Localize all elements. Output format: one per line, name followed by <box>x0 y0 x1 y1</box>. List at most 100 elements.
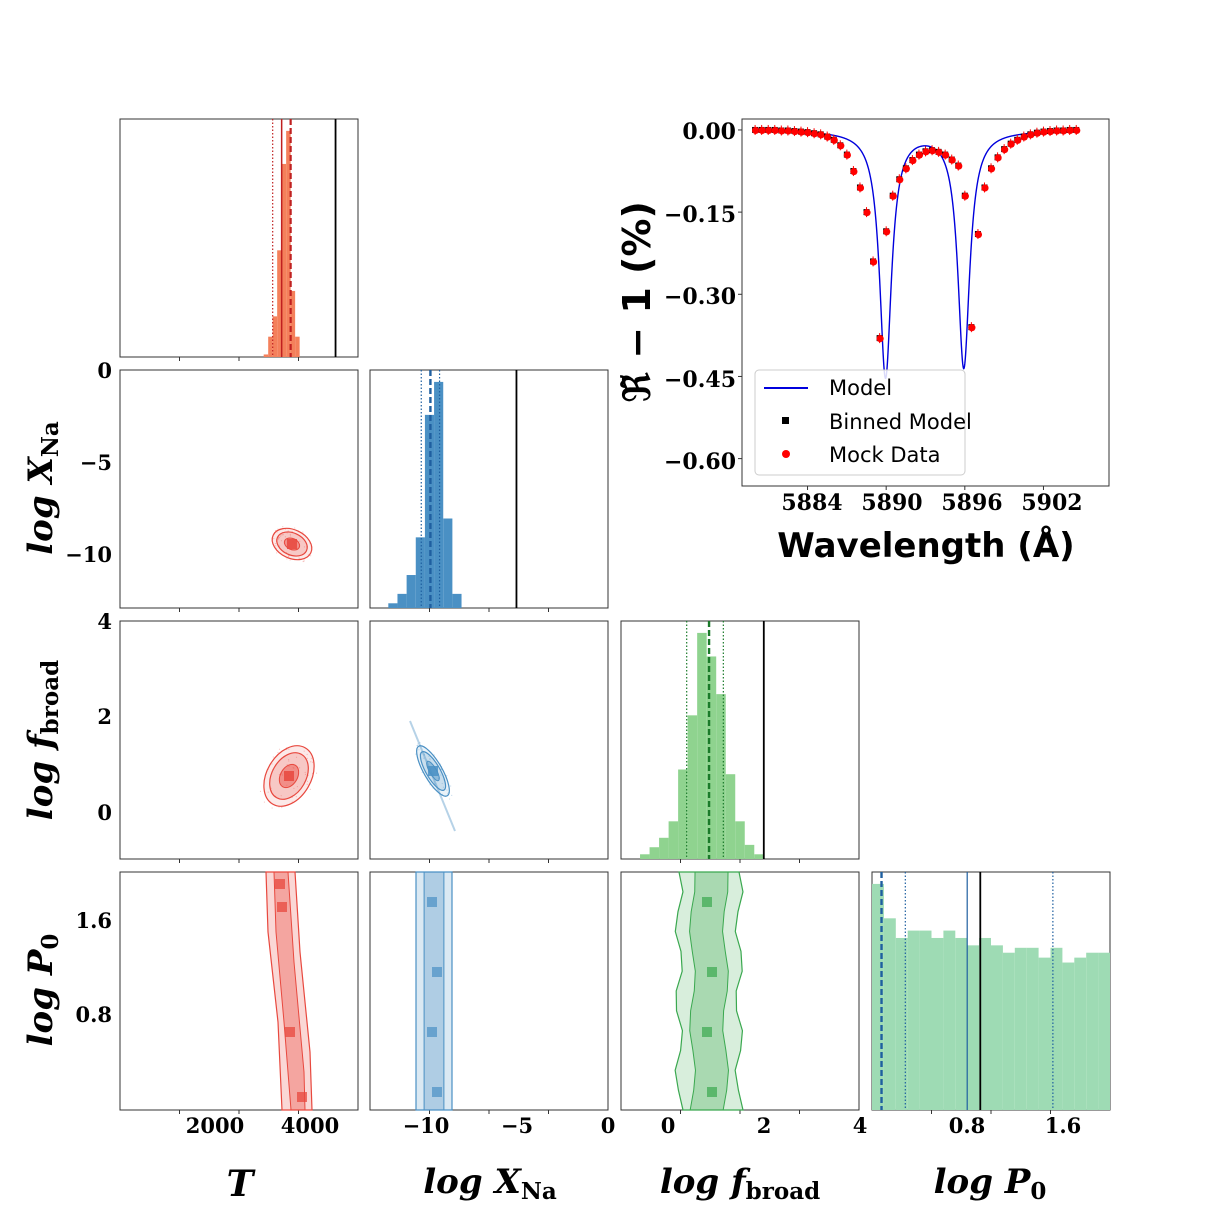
T-fb-pt <box>309 789 311 791</box>
fb-P0-peak <box>702 897 712 907</box>
spectrum-data-point <box>975 231 982 238</box>
y-axis-labels: log XNa log fbroad log P0 <box>21 421 64 1046</box>
spectrum-data-point <box>1027 131 1034 138</box>
ytick-P0-0.8: 0.8 <box>75 1002 112 1027</box>
XNa-P0-peak <box>432 967 442 977</box>
P0-hist-bar <box>1027 948 1039 1110</box>
T-fb-pt <box>260 791 262 793</box>
spectrum-data-point <box>1014 137 1021 144</box>
ytick-fb-0: 0 <box>97 800 112 825</box>
spectrum-data-point <box>1021 133 1028 140</box>
xlabel-logP0: log P0 <box>934 1162 1047 1205</box>
x-ticks-logXNa: −10 −5 0 <box>403 1113 616 1138</box>
x-ticks-T: 2000 4000 <box>186 1113 339 1138</box>
T-fb-pt <box>271 807 273 809</box>
P0-hist-bar <box>1074 958 1086 1110</box>
T-P0-peak <box>277 902 287 912</box>
spectrum-data-point <box>752 127 759 134</box>
spectrum-data-point <box>824 133 831 140</box>
spectrum-data-point <box>1008 141 1015 148</box>
T-XNa-pt <box>303 559 305 561</box>
T-P0-peak <box>285 1027 295 1037</box>
xlabel-logXNa-sub: Na <box>521 1178 557 1205</box>
spectrum-data-point <box>877 335 884 342</box>
XNa-P0-peak <box>432 1087 442 1097</box>
y-ticks-logP0: 1.6 0.8 <box>75 908 112 1027</box>
spectrum-data-point <box>804 129 811 136</box>
spectrum-data-point <box>837 142 844 149</box>
P0-hist-bar <box>1086 953 1098 1110</box>
tick-XNa-m10: −10 <box>403 1113 450 1138</box>
spectrum-data-point <box>850 168 857 175</box>
ylabel-logP0: log P0 <box>21 934 64 1047</box>
spectrum-data-point <box>778 127 785 134</box>
spectrum-data-point <box>1073 127 1080 134</box>
panel-T-P0 <box>120 872 358 1110</box>
P0-hist-bar <box>943 931 955 1110</box>
spectrum-data-point <box>818 131 825 138</box>
T-fb-pt <box>316 772 318 774</box>
fb-hist-bar <box>754 854 764 859</box>
panel-T-hist <box>120 119 358 357</box>
T-P0-peak <box>275 879 285 889</box>
spectrum-data-point <box>1067 127 1074 134</box>
spectrum-data-point <box>916 152 923 159</box>
T-fb-pt <box>277 752 279 754</box>
spectrum-xlabel: Wavelength (Å) <box>777 525 1074 566</box>
spectrum-data-point <box>1001 146 1008 153</box>
ylabel-XNa-main: log X <box>21 456 61 555</box>
T-XNa-pt <box>310 555 312 557</box>
spec-ytick-4: −0.60 <box>664 449 736 475</box>
x-axis-labels: T log XNa log fbroad log P0 <box>227 1162 1047 1205</box>
panel-T-fb <box>120 621 358 859</box>
XNa-hist-bar <box>397 594 406 608</box>
tick-fb-0: 0 <box>661 1113 676 1138</box>
P0-hist-bar <box>1098 953 1110 1110</box>
spectrum-data-point <box>968 324 975 331</box>
fb-hist-bar <box>640 854 650 859</box>
xlabel-P0-main: log P <box>934 1162 1032 1202</box>
XNa-fb-tail <box>410 721 455 831</box>
panel-T-XNa <box>120 370 358 608</box>
spectrum-data-point <box>844 152 851 159</box>
tick-fb-4: 4 <box>853 1113 868 1138</box>
xlabel-logXNa-main: log X <box>423 1162 522 1202</box>
spec-xtick-0: 5884 <box>781 490 842 516</box>
fb-hist-bar <box>697 633 707 859</box>
XNa-fb-pt <box>451 795 453 797</box>
P0-hist-bar <box>1062 963 1074 1110</box>
spectrum-ylabel: ℜ̃ − 1 (%) <box>615 201 659 403</box>
T-XNa-pt <box>289 559 291 561</box>
tick-XNa-0: 0 <box>601 1113 616 1138</box>
ylabel-logXNa: log XNa <box>21 421 64 555</box>
corner-plot-figure: 2000 4000 −10 −5 0 0 2 4 0.8 1.6 0 −5 −1… <box>0 0 1230 1230</box>
spectrum-data-point <box>949 156 956 163</box>
legend-data-label: Mock Data <box>829 443 941 467</box>
spectrum-data-point <box>857 184 864 191</box>
T-XNa-pt <box>302 531 304 533</box>
P0-hist-bar <box>920 931 932 1110</box>
ylabel-P0-main: log P <box>21 948 61 1046</box>
spectrum-data-point <box>765 127 772 134</box>
spectrum-data-point <box>929 147 936 154</box>
spectrum-data-point <box>942 152 949 159</box>
T-hist-bar <box>273 316 277 357</box>
legend-binned-swatch <box>782 417 789 424</box>
fb-hist-bar <box>716 694 726 859</box>
spec-xtick-2: 5896 <box>941 490 1002 516</box>
fb-P0-peak <box>702 1027 712 1037</box>
P0-hist-bar <box>1015 948 1027 1110</box>
XNa-hist-bar <box>452 594 461 608</box>
legend-model-label: Model <box>829 376 892 400</box>
tick-P0-0.8: 0.8 <box>949 1113 986 1138</box>
P0-hist-bar <box>908 931 920 1110</box>
panel-XNa-P0 <box>370 872 608 1110</box>
xlabel-T: T <box>227 1163 256 1205</box>
spectrum-data-point <box>811 130 818 137</box>
spectrum-data-point <box>831 137 838 144</box>
spectrum-data-point <box>883 228 890 235</box>
spectrum-yticks: 0.00 −0.15 −0.30 −0.45 −0.60 <box>664 119 736 475</box>
P0-hist-bar <box>884 918 896 1110</box>
spec-ytick-1: −0.15 <box>664 202 736 228</box>
T-hist-bar <box>295 337 299 357</box>
